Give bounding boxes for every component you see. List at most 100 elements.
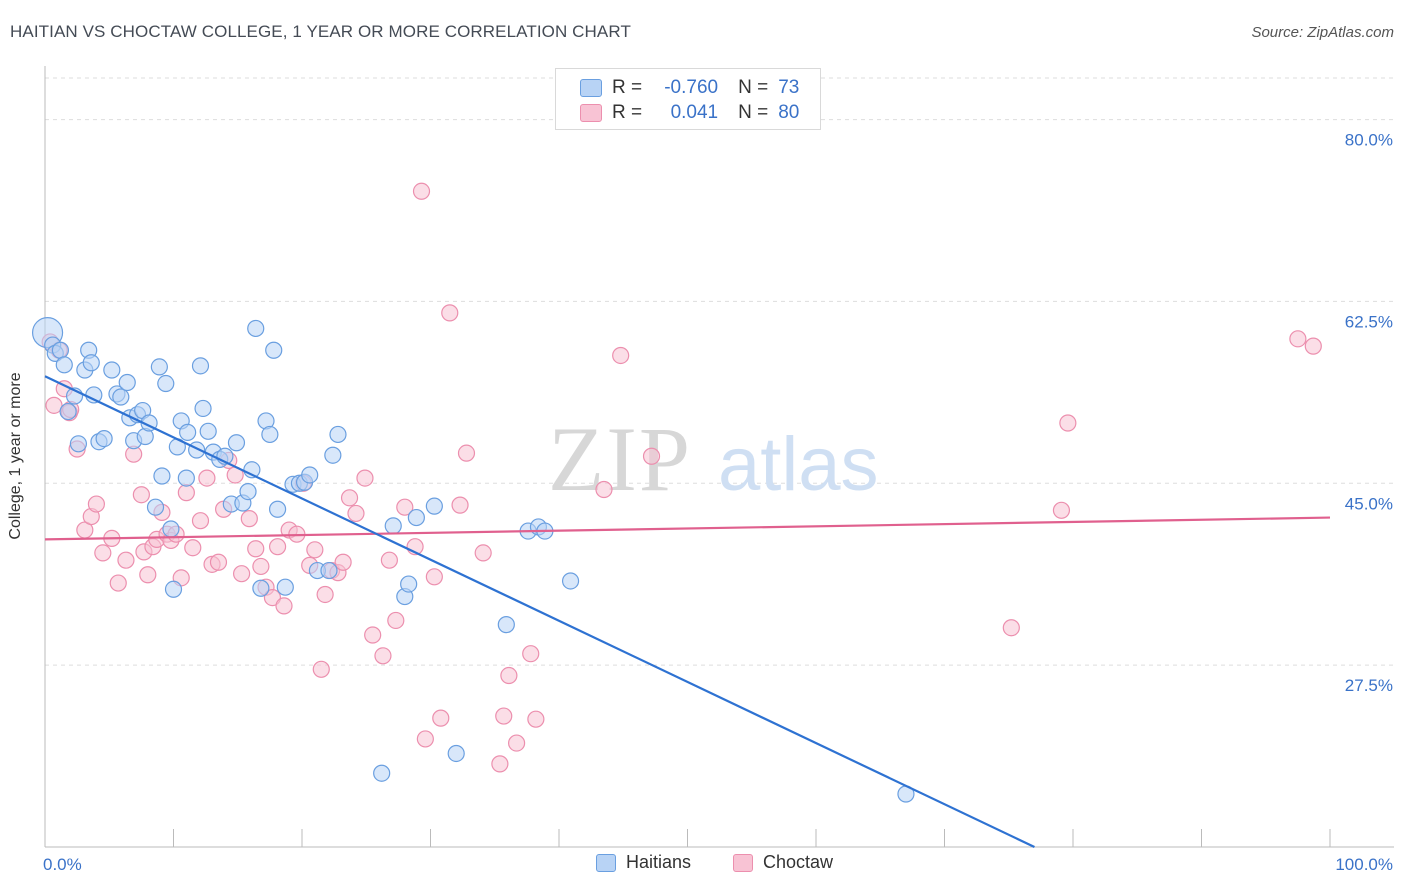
choctaw-point bbox=[522, 645, 540, 663]
choctaw-point bbox=[1059, 414, 1077, 432]
y-tick-label: 45.0% bbox=[1345, 494, 1393, 513]
legend-row-choctaw: R = 0.041 N = 80 bbox=[580, 101, 799, 125]
haitian-point bbox=[268, 500, 287, 518]
choctaw-point bbox=[117, 551, 135, 569]
choctaw-point bbox=[316, 585, 334, 604]
choctaw-point bbox=[416, 730, 434, 748]
n-value-haitians: 73 bbox=[778, 77, 800, 98]
haitian-point bbox=[400, 575, 418, 593]
haitian-point bbox=[199, 422, 217, 440]
haitian-point bbox=[157, 374, 175, 393]
haitian-point bbox=[112, 388, 130, 406]
choctaw-legend-swatch bbox=[733, 853, 753, 872]
watermark: ZIP atlas bbox=[548, 408, 879, 510]
haitian-point bbox=[324, 446, 342, 464]
y-tick-label: 80.0% bbox=[1345, 131, 1393, 150]
choctaw-point bbox=[139, 566, 157, 584]
choctaw-trend-line bbox=[44, 516, 1331, 541]
haitian-point bbox=[407, 508, 425, 527]
haitian-point bbox=[265, 341, 283, 359]
choctaw-point bbox=[191, 512, 210, 530]
choctaw-point bbox=[1052, 501, 1071, 519]
choctaw-point bbox=[387, 611, 405, 630]
haitian-point bbox=[252, 579, 270, 597]
choctaw-swatch bbox=[580, 104, 602, 122]
choctaw-point bbox=[425, 568, 443, 586]
choctaw-point bbox=[334, 553, 352, 571]
haitian-point bbox=[373, 764, 391, 782]
haitians-points bbox=[31, 317, 915, 803]
choctaw-point bbox=[340, 489, 359, 507]
choctaw-point bbox=[491, 755, 509, 773]
haitian-point bbox=[59, 402, 77, 421]
choctaw-point bbox=[252, 557, 270, 576]
haitian-point bbox=[191, 357, 210, 375]
chart-title: HAITIAN VS CHOCTAW COLLEGE, 1 YEAR OR MO… bbox=[10, 22, 631, 41]
legend-item-choctaw[interactable]: Choctaw bbox=[733, 852, 833, 873]
choctaw-point bbox=[612, 346, 630, 365]
choctaw-point bbox=[1304, 337, 1322, 355]
choctaw-point bbox=[527, 710, 545, 728]
haitian-point bbox=[103, 361, 121, 379]
choctaw-point bbox=[184, 539, 202, 557]
choctaw-point bbox=[209, 553, 228, 571]
haitian-point bbox=[69, 435, 88, 453]
choctaw-point bbox=[1002, 619, 1020, 637]
choctaw-point bbox=[451, 496, 469, 514]
choctaw-point bbox=[233, 565, 251, 583]
choctaw-point bbox=[374, 647, 392, 665]
r-label: R = bbox=[612, 102, 643, 123]
haitian-point bbox=[320, 561, 338, 580]
haitian-point bbox=[153, 467, 171, 485]
choctaw-point bbox=[45, 396, 63, 414]
y-tick-label: 27.5% bbox=[1345, 676, 1393, 695]
choctaw-point bbox=[432, 709, 450, 727]
choctaw-point bbox=[109, 574, 127, 592]
choctaw-point bbox=[240, 510, 258, 528]
haitian-point bbox=[301, 466, 319, 484]
n-label: N = bbox=[738, 77, 769, 98]
legend-label-haitians: Haitians bbox=[626, 852, 692, 872]
haitian-point bbox=[247, 319, 265, 338]
haitian-point bbox=[329, 425, 347, 444]
choctaw-point bbox=[275, 597, 293, 615]
haitian-point bbox=[425, 497, 443, 515]
choctaw-point bbox=[495, 707, 513, 725]
haitian-point bbox=[194, 399, 212, 418]
choctaw-point bbox=[595, 480, 613, 499]
choctaw-point bbox=[441, 304, 459, 322]
trend-lines bbox=[44, 375, 1331, 848]
legend-item-haitians[interactable]: Haitians bbox=[596, 852, 691, 873]
haitian-point bbox=[118, 373, 136, 392]
y-tick-label: 62.5% bbox=[1345, 312, 1393, 331]
haitian-point bbox=[497, 616, 515, 634]
tick-labels: 27.5% 45.0% 62.5% 80.0% 0.0% 100.0% bbox=[43, 131, 1393, 874]
choctaw-point bbox=[412, 182, 431, 200]
choctaw-point bbox=[380, 551, 398, 569]
correlation-legend: R = -0.760 N = 73 R = 0.041 N = 80 bbox=[555, 68, 821, 130]
watermark-atlas: atlas bbox=[718, 422, 879, 507]
haitian-point bbox=[227, 434, 246, 452]
choctaw-point bbox=[263, 588, 282, 607]
haitian-point bbox=[561, 572, 580, 590]
choctaw-point bbox=[356, 469, 374, 487]
haitians-legend-swatch bbox=[596, 853, 616, 872]
axes bbox=[44, 66, 1394, 848]
haitian-point bbox=[150, 358, 168, 376]
haitians-trend-line bbox=[44, 375, 1035, 848]
haitian-point bbox=[146, 498, 165, 516]
choctaw-point bbox=[312, 660, 330, 678]
choctaw-point bbox=[347, 504, 365, 523]
choctaw-point bbox=[268, 538, 287, 556]
legend-row-haitians: R = -0.760 N = 73 bbox=[580, 76, 799, 100]
n-label: N = bbox=[738, 102, 769, 123]
x-tick-label: 100.0% bbox=[1335, 855, 1393, 874]
watermark-zip: ZIP bbox=[548, 408, 692, 510]
choctaw-point bbox=[507, 734, 526, 752]
r-value-choctaw: 0.041 bbox=[670, 102, 719, 123]
choctaw-point bbox=[247, 540, 265, 558]
choctaw-point bbox=[457, 444, 476, 462]
x-tick-label: 0.0% bbox=[43, 855, 82, 874]
haitian-point bbox=[164, 580, 183, 598]
choctaw-point bbox=[306, 541, 324, 559]
